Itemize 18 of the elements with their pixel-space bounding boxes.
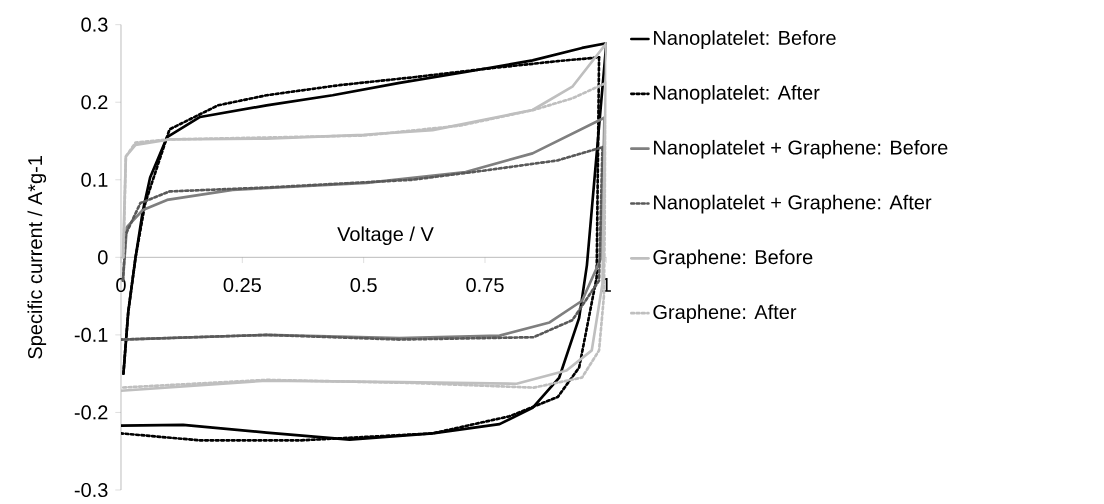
- y-tick-label: -0.3: [74, 482, 108, 498]
- legend-label: Nanoplatelet + Graphene: Before: [654, 139, 948, 159]
- legend-label: Nanoplatelet: Before: [654, 30, 836, 49]
- y-tick-label: -0.1: [74, 327, 108, 342]
- x-tick-label: 0.75: [466, 277, 504, 293]
- y-tick-label: 0.3: [81, 17, 108, 32]
- y-tick-label: 0.1: [81, 172, 108, 187]
- legend-label: Graphene: After: [653, 304, 797, 324]
- legend-label: Graphene: Before: [653, 249, 813, 269]
- x-tick-label: 0.5: [350, 277, 377, 293]
- legend-label: Nanoplatelet: After: [654, 85, 820, 104]
- x-tick-label: 0.25: [223, 277, 261, 293]
- y-tick-label: 0: [98, 250, 108, 265]
- y-tick-label: 0.2: [81, 95, 108, 110]
- x-axis-title: Voltage / V: [337, 226, 434, 246]
- legend-label: Nanoplatelet + Graphene: After: [654, 194, 932, 214]
- y-axis-title: Specific current / A*g-1: [27, 156, 47, 359]
- y-tick-label: -0.2: [74, 405, 108, 420]
